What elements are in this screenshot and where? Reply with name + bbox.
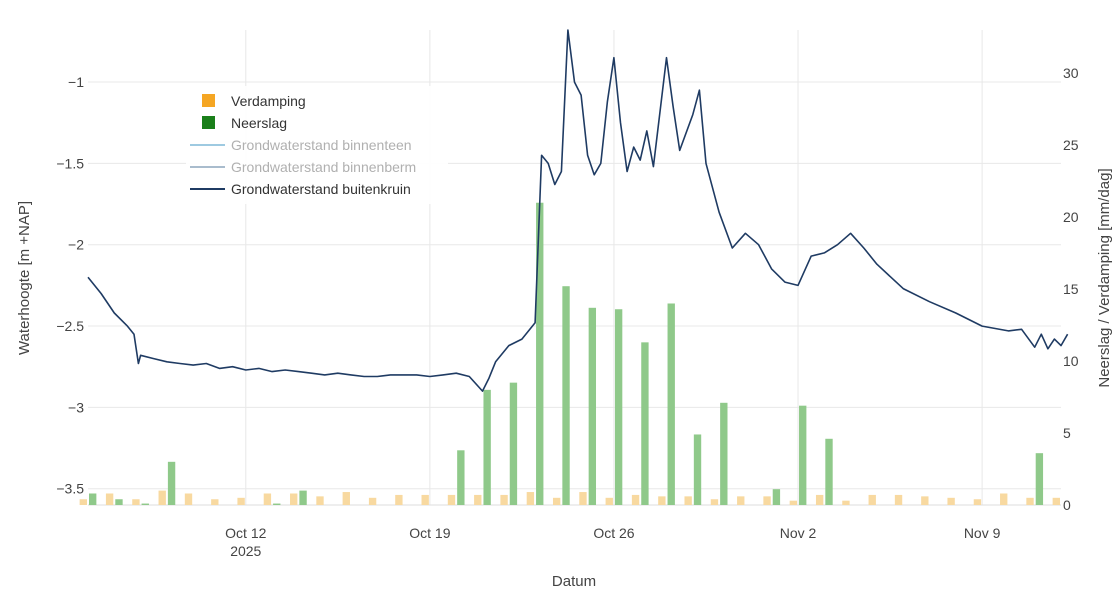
right-tick-label: 10 — [1063, 353, 1079, 369]
verdamping-bar — [526, 492, 535, 505]
legend-background — [186, 86, 448, 204]
verdamping-bar — [1052, 497, 1060, 505]
verdamping-bar — [263, 493, 272, 505]
verdamping-bar — [184, 493, 193, 505]
right-tick-label: 15 — [1063, 281, 1079, 297]
neerslag-bar — [115, 499, 123, 505]
verdamping-bar — [1026, 497, 1034, 505]
verdamping-bar — [658, 496, 666, 505]
verdamping-bar — [1000, 493, 1008, 505]
verdamping-bar — [421, 494, 429, 505]
legend[interactable]: Verdamping Neerslag Grondwaterstand binnen… — [186, 86, 448, 204]
x-tick-label: Oct 12 — [225, 525, 266, 541]
neerslag-bar — [667, 303, 675, 505]
left-tick-label: −2 — [68, 237, 84, 253]
legend-swatch — [202, 94, 215, 107]
neerslag-bar — [299, 490, 307, 505]
verdamping-bar — [684, 496, 692, 505]
verdamping-bar — [605, 497, 613, 505]
neerslag-bar — [536, 202, 544, 505]
verdamping-bar — [158, 490, 166, 505]
verdamping-bar — [368, 497, 377, 505]
legend-swatch — [202, 116, 215, 129]
verdamping-bar — [211, 499, 219, 505]
left-tick-label: −1 — [68, 74, 84, 90]
verdamping-bar — [973, 499, 982, 505]
verdamping-bar — [763, 496, 771, 505]
legend-item-label[interactable]: Verdamping — [231, 93, 306, 109]
neerslag-bar — [273, 503, 281, 505]
verdamping-bar — [842, 500, 850, 505]
right-tick-label: 30 — [1063, 65, 1079, 81]
legend-item-label[interactable]: Grondwaterstand binnenteen — [231, 137, 412, 153]
neerslag-bar — [693, 434, 702, 505]
verdamping-bar — [105, 493, 114, 505]
neerslag-bar — [89, 493, 97, 505]
neerslag-bar — [141, 503, 149, 505]
verdamping-bar — [894, 494, 903, 505]
verdamping-bar — [500, 494, 508, 505]
right-tick-label: 5 — [1063, 425, 1071, 441]
neerslag-bar — [457, 450, 465, 505]
verdamping-bar — [737, 496, 745, 505]
neerslag-bar — [799, 405, 807, 505]
left-axis-title: Waterhoogte [m +NAP] — [16, 201, 33, 355]
verdamping-bar — [552, 497, 561, 505]
verdamping-bar — [921, 496, 929, 505]
left-tick-label: −3.5 — [56, 481, 84, 497]
verdamping-bar — [789, 500, 798, 505]
x-tick-label: Oct 26 — [593, 525, 634, 541]
verdamping-bar — [237, 497, 245, 505]
neerslag-bar — [562, 286, 570, 505]
x-tick-sublabel: 2025 — [230, 543, 261, 559]
verdamping-bar — [710, 499, 719, 505]
verdamping-bar — [815, 494, 824, 505]
verdamping-bar — [947, 497, 955, 505]
x-axis-title: Datum — [552, 573, 596, 590]
buitenkruin-line-group — [87, 29, 1069, 392]
x-tick-label: Nov 2 — [780, 525, 817, 541]
verdamping-bar — [447, 494, 456, 505]
verdamping-bar — [290, 493, 298, 505]
neerslag-bar — [825, 438, 833, 505]
left-axis-ticks: −1 −1.5 −2 −2.5 −3 −3.5 — [56, 74, 84, 497]
neerslag-bar — [588, 307, 597, 505]
verdamping-bar — [868, 494, 876, 505]
verdamping-bar — [342, 492, 350, 505]
buitenkruin-line — [87, 29, 1069, 392]
left-tick-label: −1.5 — [56, 155, 84, 171]
right-tick-label: 0 — [1063, 497, 1071, 513]
neerslag-bar — [167, 461, 176, 505]
x-tick-label: Oct 19 — [409, 525, 450, 541]
neerslag-bar — [720, 402, 728, 505]
verdamping-bar — [631, 494, 640, 505]
neerslag-bar — [614, 309, 623, 505]
verdamping-bar — [474, 494, 482, 505]
legend-item-label[interactable]: Grondwaterstand binnenberm — [231, 159, 416, 175]
neerslag-bar — [509, 382, 518, 505]
neerslag-bar — [483, 389, 491, 505]
verdamping-bar — [316, 496, 324, 505]
legend-item-label[interactable]: Neerslag — [231, 115, 287, 131]
verdamping-bar — [579, 492, 587, 505]
verdamping-bar — [79, 499, 87, 505]
right-axis-title: Neerslag / Verdamping [mm/dag] — [1096, 168, 1113, 387]
right-tick-label: 25 — [1063, 137, 1079, 153]
legend-item-label[interactable]: Grondwaterstand buitenkruin — [231, 181, 411, 197]
right-axis-ticks: 0 5 10 15 20 25 30 — [1063, 65, 1079, 513]
right-tick-label: 20 — [1063, 209, 1079, 225]
left-tick-label: −3 — [68, 399, 84, 415]
left-tick-label: −2.5 — [56, 318, 84, 334]
x-tick-label: Nov 9 — [964, 525, 1001, 541]
neerslag-bar — [1035, 453, 1044, 505]
neerslag-bar — [641, 342, 649, 505]
verdamping-bars — [79, 490, 1060, 505]
verdamping-bar — [132, 499, 140, 505]
neerslag-bars — [89, 202, 1044, 505]
x-axis-ticks: Oct 12 2025 Oct 19 Oct 26 Nov 2 Nov 9 — [225, 525, 1000, 559]
verdamping-bar — [395, 494, 403, 505]
neerslag-bar — [772, 489, 781, 505]
